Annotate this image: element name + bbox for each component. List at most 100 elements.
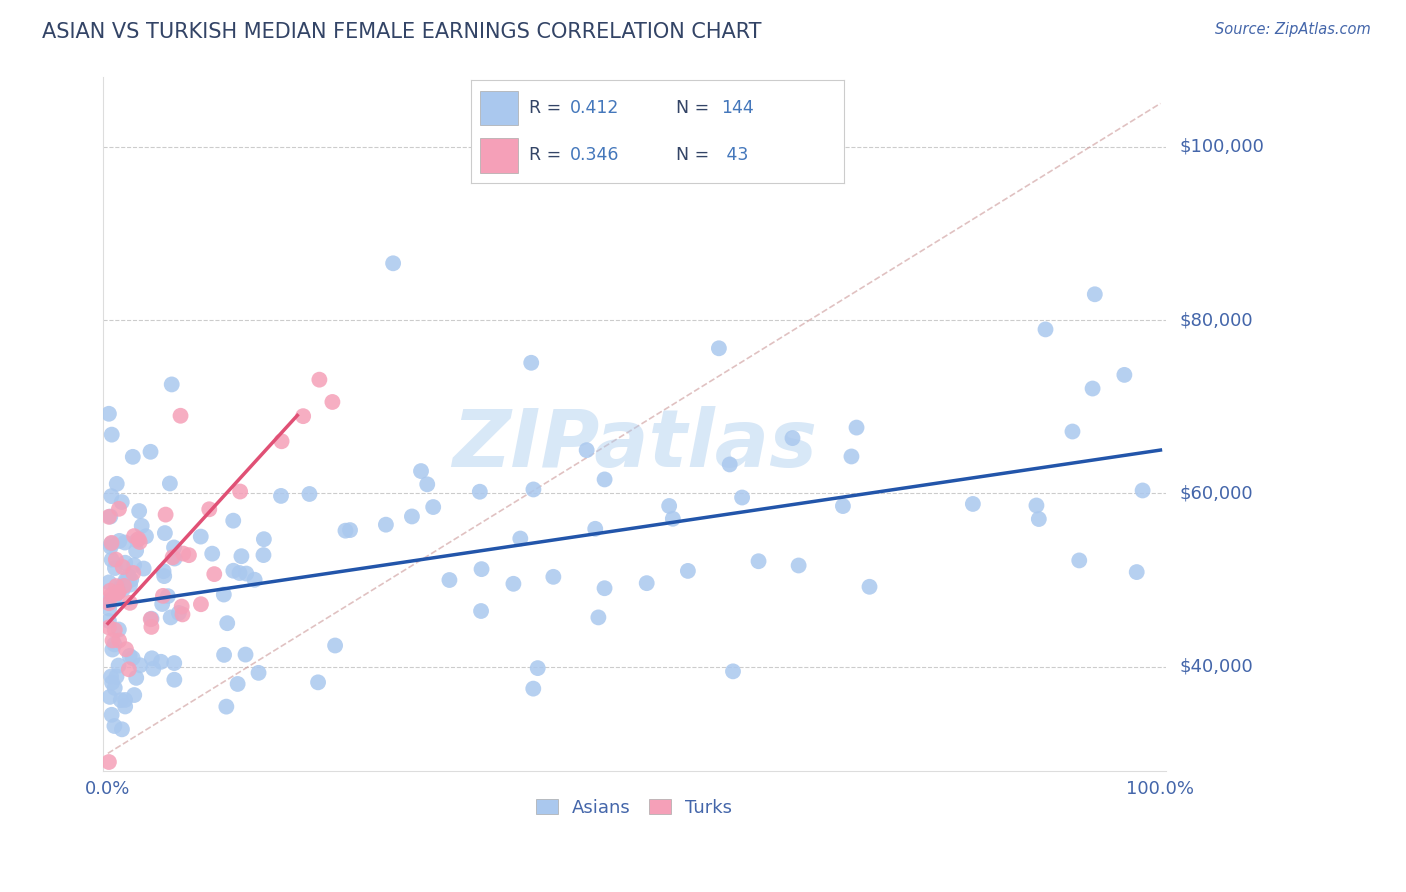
Point	[226, 677, 249, 691]
Point	[101, 642, 124, 657]
Point	[502, 576, 524, 591]
Text: $80,000: $80,000	[1180, 311, 1253, 329]
Point	[125, 543, 148, 558]
Text: R =: R =	[529, 99, 567, 117]
Point	[101, 675, 124, 690]
Point	[108, 501, 131, 516]
Point	[658, 499, 681, 513]
Point	[231, 549, 253, 564]
Point	[253, 532, 276, 546]
Point	[97, 594, 120, 608]
Point	[1069, 553, 1091, 567]
Point	[1035, 322, 1057, 336]
Point	[122, 558, 145, 573]
Point	[98, 583, 121, 598]
Point	[97, 755, 120, 769]
Point	[1132, 483, 1154, 498]
Point	[298, 487, 321, 501]
Point	[114, 556, 136, 570]
Point	[141, 651, 163, 665]
Point	[243, 573, 266, 587]
Point	[401, 509, 423, 524]
Point	[110, 693, 132, 707]
Point	[152, 589, 174, 603]
Point	[439, 573, 461, 587]
Point	[198, 502, 221, 516]
Point	[115, 642, 138, 657]
Point	[163, 673, 186, 687]
Point	[141, 612, 163, 626]
Point	[172, 547, 194, 561]
Point	[212, 588, 235, 602]
Point	[190, 530, 212, 544]
Point	[100, 489, 122, 503]
Point	[845, 420, 868, 434]
Point	[125, 671, 148, 685]
Text: ZIPatlas: ZIPatlas	[451, 406, 817, 483]
FancyBboxPatch shape	[481, 91, 517, 126]
Point	[215, 699, 238, 714]
Point	[153, 569, 176, 583]
Point	[858, 580, 880, 594]
Text: ASIAN VS TURKISH MEDIAN FEMALE EARNINGS CORRELATION CHART: ASIAN VS TURKISH MEDIAN FEMALE EARNINGS …	[42, 22, 762, 42]
Point	[636, 576, 658, 591]
Point	[292, 409, 315, 424]
Text: $60,000: $60,000	[1180, 484, 1253, 502]
Point	[321, 395, 343, 409]
Point	[129, 658, 152, 673]
Point	[107, 658, 129, 673]
Point	[152, 564, 174, 578]
Point	[100, 552, 122, 566]
Point	[163, 656, 186, 670]
Point	[107, 586, 129, 600]
Point	[128, 532, 150, 546]
Point	[509, 532, 531, 546]
Point	[131, 519, 153, 533]
Point	[374, 517, 396, 532]
Point	[121, 450, 143, 464]
Point	[100, 540, 122, 554]
Point	[1125, 565, 1147, 579]
Point	[111, 560, 134, 574]
Point	[707, 341, 730, 355]
Point	[169, 409, 191, 423]
Point	[108, 633, 131, 648]
Point	[382, 256, 405, 270]
Point	[139, 612, 162, 626]
Point	[98, 509, 121, 524]
Point	[117, 569, 139, 583]
Point	[468, 484, 491, 499]
Point	[1062, 425, 1084, 439]
Point	[153, 526, 176, 541]
Point	[228, 566, 250, 580]
Point	[159, 610, 181, 624]
Point	[222, 514, 245, 528]
Point	[120, 577, 142, 591]
Point	[128, 504, 150, 518]
Point	[135, 529, 157, 543]
Point	[104, 681, 127, 695]
Point	[520, 356, 543, 370]
Point	[718, 458, 741, 472]
Point	[111, 723, 134, 737]
Point	[162, 550, 184, 565]
Point	[543, 570, 565, 584]
Text: 43: 43	[721, 146, 748, 164]
Point	[201, 547, 224, 561]
Point	[110, 579, 132, 593]
Point	[150, 655, 173, 669]
Text: $40,000: $40,000	[1180, 657, 1253, 676]
Point	[105, 476, 128, 491]
Point	[100, 588, 122, 602]
Point	[177, 548, 200, 562]
Point	[111, 582, 134, 597]
Point	[118, 596, 141, 610]
Point	[114, 577, 136, 591]
Point	[100, 536, 122, 550]
Point	[100, 427, 122, 442]
Point	[125, 533, 148, 548]
Point	[163, 551, 186, 566]
Point	[132, 561, 155, 575]
Point	[100, 669, 122, 683]
Point	[583, 522, 606, 536]
